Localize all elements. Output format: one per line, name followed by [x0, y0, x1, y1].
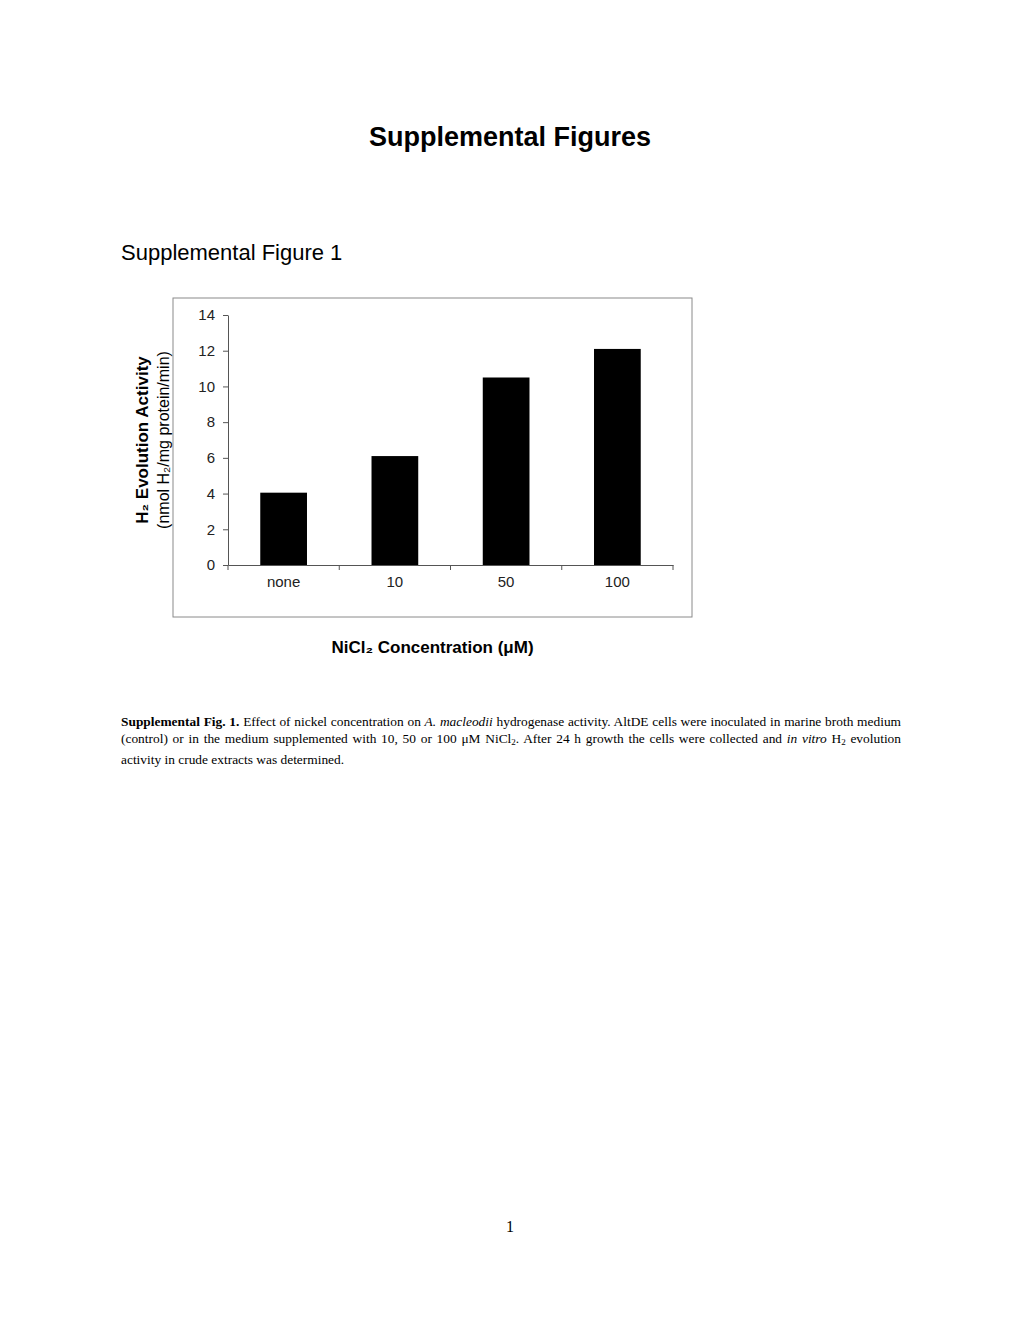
- bar: [594, 349, 641, 565]
- y-tick-label: 0: [207, 556, 215, 573]
- category-separator: [339, 565, 340, 570]
- caption-run: H: [827, 731, 841, 746]
- x-tick-label: 50: [498, 573, 515, 590]
- y-tick-mark: [223, 422, 228, 423]
- caption-run: 2: [841, 737, 846, 747]
- y-tick: 4: [207, 485, 228, 502]
- caption-run: Effect of nickel concentration on: [239, 714, 424, 729]
- caption-run: 2: [511, 737, 516, 747]
- chart-frame: [173, 298, 692, 617]
- bar: [372, 456, 419, 565]
- x-axis-title: NiCl₂ Concentration (μM): [331, 638, 533, 657]
- category-separator: [450, 565, 451, 570]
- y-tick: 0: [207, 556, 228, 573]
- y-tick-mark: [223, 458, 228, 459]
- category-separator: [561, 565, 562, 570]
- bar: [260, 493, 307, 565]
- caption-run: Supplemental Fig. 1.: [121, 714, 239, 729]
- y-tick-mark: [223, 315, 228, 316]
- y-tick-mark: [223, 529, 228, 530]
- bars: [260, 349, 640, 565]
- page-heading: Supplemental Figures: [0, 122, 1020, 153]
- y-tick: 8: [207, 413, 228, 430]
- x-tick: 50: [498, 565, 515, 590]
- x-tick: 10: [387, 565, 404, 590]
- y-tick: 14: [198, 306, 228, 323]
- x-axis: none 10 50 100: [229, 565, 674, 590]
- y-axis-title-line: (nmol H₂/mg protein/min): [155, 351, 172, 529]
- y-axis-title-line: H₂ Evolution Activity: [133, 356, 152, 524]
- y-tick: 6: [207, 449, 228, 466]
- page-number: 1: [0, 1218, 1020, 1236]
- x-tick: 100: [605, 565, 630, 590]
- category-separator: [673, 565, 674, 570]
- y-tick-label: 6: [207, 449, 215, 466]
- y-axis-title: H₂ Evolution Activity(nmol H₂/mg protein…: [133, 351, 172, 529]
- y-tick-label: 14: [198, 306, 215, 323]
- y-tick: 12: [198, 342, 228, 359]
- y-axis-line: [228, 316, 229, 566]
- x-tick-label: 10: [387, 573, 404, 590]
- y-tick-label: 12: [198, 342, 215, 359]
- y-tick-mark: [223, 386, 228, 387]
- y-tick-mark: [223, 351, 228, 352]
- y-axis: 0 2 4 6 8 10 12 14: [198, 306, 228, 573]
- category-separator: [228, 565, 229, 570]
- y-tick-mark: [223, 494, 228, 495]
- y-tick-label: 2: [207, 521, 215, 538]
- figure-heading: Supplemental Figure 1: [121, 240, 342, 266]
- bar: [483, 378, 530, 566]
- caption-run: A. macleodii: [425, 714, 493, 729]
- caption: Supplemental Fig. 1. Effect of nickel co…: [121, 713, 901, 768]
- x-tick-label: 100: [605, 573, 630, 590]
- chart: 0 2 4 6 8 10 12 14 none 10 50 100 H₂ Evolution Activ…: [0, 0, 1020, 700]
- caption-run: in vitro: [787, 731, 827, 746]
- y-tick-label: 8: [207, 413, 215, 430]
- y-tick: 10: [198, 378, 228, 395]
- y-tick-mark: [223, 565, 228, 566]
- y-tick-label: 4: [207, 485, 215, 502]
- y-tick: 2: [207, 521, 228, 538]
- x-tick: none: [267, 565, 300, 590]
- y-tick-label: 10: [198, 378, 215, 395]
- caption-run: . After 24 h growth the cells were colle…: [516, 731, 787, 746]
- x-tick-label: none: [267, 573, 300, 590]
